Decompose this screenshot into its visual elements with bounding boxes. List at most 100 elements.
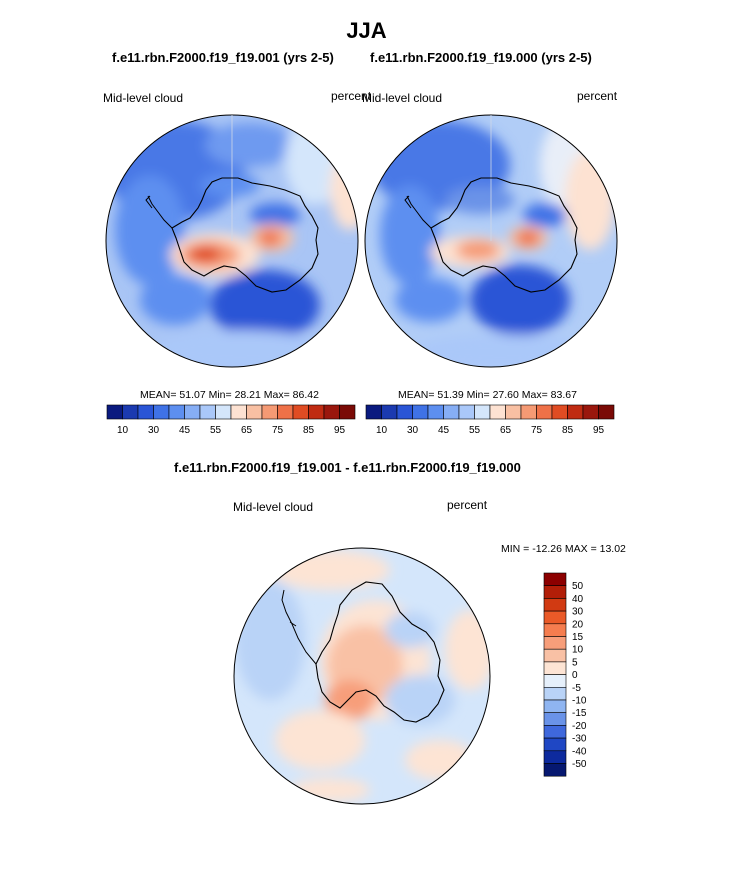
difference-colorbar-tick-label: 15 <box>572 632 584 643</box>
top-right-min-label: Min= <box>466 389 490 401</box>
difference-colorbar-box <box>543 610 567 625</box>
top-right-colorbar-tick-label: 95 <box>593 425 605 436</box>
top-right-colorbar-box <box>474 404 491 420</box>
top-left-min-value: 28.21 <box>234 389 261 401</box>
top-left-antarctica-coastline <box>171 177 319 293</box>
top-left-colorbar-tick-label: 45 <box>179 425 191 436</box>
top-right-colorbar-box <box>520 404 537 420</box>
top-right-case-title: f.e11.rbn.F2000.f19_f19.000 (yrs 2-5) <box>370 50 592 65</box>
difference-colorbar-box <box>543 572 567 586</box>
difference-colorbar-box <box>543 648 567 663</box>
difference-map-border <box>233 547 491 805</box>
difference-colorbar-tick-label: 10 <box>572 645 584 656</box>
difference-colorbar-tick-label: 40 <box>572 594 584 605</box>
difference-colorbar-tick-label: 50 <box>572 581 584 592</box>
top-right-colorbar-box <box>551 404 568 420</box>
top-right-peninsula <box>404 195 432 229</box>
top-left-max-label: Max= <box>263 389 290 401</box>
top-left-colorbar-box <box>246 404 263 420</box>
top-left-colorbar-box <box>339 404 356 420</box>
top-left-colorbar-tick-label: 95 <box>334 425 346 436</box>
top-right-map <box>365 115 617 367</box>
top-right-colorbar-box <box>365 404 382 420</box>
difference-colorbar-tick-label: 30 <box>572 607 584 618</box>
top-left-colorbar-box <box>153 404 170 420</box>
top-left-stats: MEAN= 51.07 Min= 28.21 Max= 86.42 <box>140 389 319 401</box>
difference-colorbar-box <box>543 763 567 777</box>
top-left-colorbar-box <box>215 404 232 420</box>
top-left-colorbar-box <box>230 404 247 420</box>
top-left-variable-label: Mid-level cloud <box>103 91 184 105</box>
top-left-colorbar-box <box>292 404 309 420</box>
difference-antarctica-coastline <box>315 581 445 723</box>
top-left-mean-value: 51.07 <box>179 389 206 401</box>
top-right-colorbar-box <box>458 404 475 420</box>
top-left-colorbar-tick-label: 85 <box>303 425 315 436</box>
top-left-case-title: f.e11.rbn.F2000.f19_f19.001 (yrs 2-5) <box>112 50 334 65</box>
top-right-colorbar-box <box>443 404 460 420</box>
top-right-mean-value: 51.39 <box>437 389 464 401</box>
top-right-units-label: percent <box>577 89 618 103</box>
difference-colorbar-tick-label: -40 <box>572 746 587 757</box>
top-left-colorbar-tick-label: 30 <box>148 425 160 436</box>
top-right-stats: MEAN= 51.39 Min= 27.60 Max= 83.67 <box>398 389 577 401</box>
difference-colorbar-box <box>543 623 567 637</box>
difference-colorbar-box <box>543 737 567 752</box>
difference-colorbar-tick-label: 5 <box>572 657 578 668</box>
difference-map <box>234 548 490 804</box>
top-right-colorbar-box <box>567 404 584 420</box>
top-right-variable-label: Mid-level cloud <box>362 91 443 105</box>
top-left-mean-label: MEAN= <box>140 389 177 401</box>
difference-colorbar-tick-label: -50 <box>572 759 587 770</box>
top-left-colorbar-tick-label: 10 <box>117 425 129 436</box>
top-right-colorbar-box <box>381 404 398 420</box>
top-left-colorbar-box <box>106 404 123 420</box>
difference-colorbar-tick-label: -15 <box>572 708 587 719</box>
top-left-colorbar-tick-label: 75 <box>272 425 284 436</box>
figure-title: JJA <box>346 18 387 43</box>
top-left-colorbar-box <box>308 404 325 420</box>
top-right-colorbar-box <box>536 404 553 420</box>
top-right-colorbar-tick-label: 45 <box>438 425 450 436</box>
difference-colorbar-tick-label: -5 <box>572 683 581 694</box>
top-right-max-value: 83.67 <box>550 389 577 401</box>
difference-units-label: percent <box>447 498 488 512</box>
top-left-peninsula <box>145 195 173 229</box>
difference-minmax-label: MIN = -12.26 MAX = 13.02 <box>501 543 626 555</box>
top-right-colorbar-tick-label: 85 <box>562 425 574 436</box>
difference-colorbar-tick-label: -10 <box>572 696 587 707</box>
top-right-colorbar-box <box>582 404 599 420</box>
difference-colorbar-tick-label: -30 <box>572 734 587 745</box>
difference-colorbar-box <box>543 661 567 675</box>
top-left-colorbar: 10 30 45 55 65 75 85 95 <box>106 404 356 436</box>
top-right-mean-label: MEAN= <box>398 389 435 401</box>
top-right-max-label: Max= <box>521 389 548 401</box>
top-left-colorbar-tick-label: 55 <box>210 425 222 436</box>
difference-colorbar-box <box>543 636 567 650</box>
top-right-colorbar-box <box>598 404 615 420</box>
top-left-min-label: Min= <box>208 389 232 401</box>
top-right-min-value: 27.60 <box>492 389 519 401</box>
difference-colorbar-box <box>543 585 567 599</box>
difference-colorbar-tick-label: 20 <box>572 619 584 630</box>
top-left-colorbar-box <box>277 404 294 420</box>
difference-colorbar-tick-label: 0 <box>572 670 578 681</box>
difference-variable-label: Mid-level cloud <box>233 500 314 514</box>
top-right-colorbar-box <box>505 404 522 420</box>
top-right-colorbar-box <box>396 404 413 420</box>
top-left-colorbar-box <box>168 404 185 420</box>
top-right-colorbar-box <box>427 404 444 420</box>
difference-colorbar-box <box>543 674 567 688</box>
difference-colorbar-box <box>543 699 567 713</box>
top-left-colorbar-tick-label: 65 <box>241 425 253 436</box>
difference-colorbar-box <box>543 750 567 764</box>
top-left-colorbar-box <box>323 404 340 420</box>
difference-colorbar-box <box>543 687 567 701</box>
top-right-colorbar-tick-label: 55 <box>469 425 481 436</box>
difference-case-title: f.e11.rbn.F2000.f19_f19.001 - f.e11.rbn.… <box>174 460 521 475</box>
top-right-colorbar-tick-label: 75 <box>531 425 543 436</box>
top-right-colorbar-tick-label: 65 <box>500 425 512 436</box>
difference-colorbar-box <box>543 598 567 612</box>
